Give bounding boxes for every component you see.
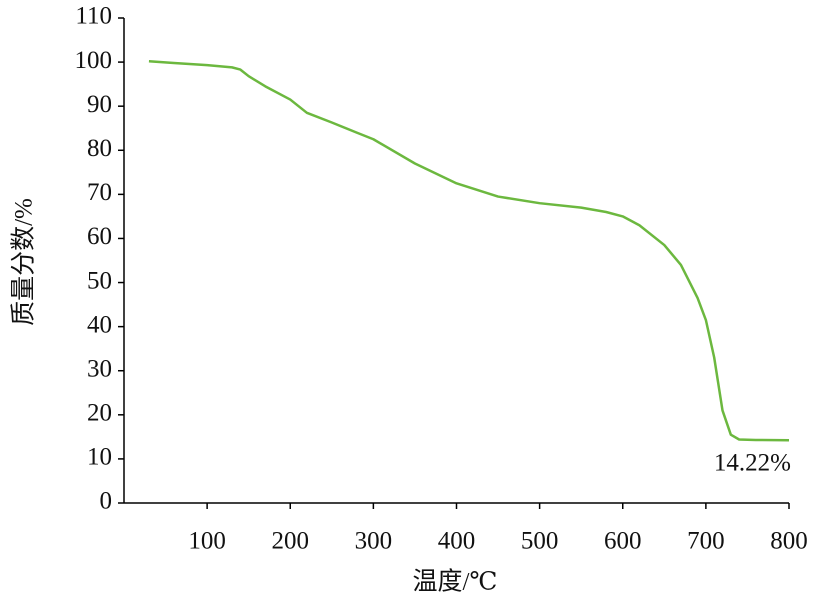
annotation: 14.22% <box>714 450 791 477</box>
x-tick-label: 200 <box>272 528 310 555</box>
y-tick-label: 100 <box>75 47 113 74</box>
y-tick-label: 90 <box>87 91 112 118</box>
x-tick-label: 100 <box>188 528 226 555</box>
y-tick-label: 60 <box>87 223 112 250</box>
y-tick-label: 30 <box>87 355 112 382</box>
x-tick-label: 300 <box>355 528 393 555</box>
data-line <box>148 59 790 442</box>
y-axis-label: 质量分数/% <box>10 198 38 326</box>
x-tick-label: 700 <box>687 528 725 555</box>
x-tick-label: 600 <box>604 528 642 555</box>
y-tick-label: 110 <box>75 3 112 30</box>
x-axis-label: 温度/℃ <box>413 568 498 596</box>
y-tick-label: 80 <box>87 135 112 162</box>
y-tick-label: 40 <box>87 311 112 338</box>
y-tick-label: 70 <box>87 179 112 206</box>
y-tick-label: 50 <box>87 267 112 294</box>
y-tick-label: 20 <box>87 400 112 427</box>
y-tick-label: 10 <box>87 444 112 471</box>
x-tick-label: 800 <box>770 528 808 555</box>
x-tick-label: 400 <box>438 528 476 555</box>
y-tick-label: 0 <box>100 488 113 515</box>
x-tick-label: 500 <box>521 528 559 555</box>
